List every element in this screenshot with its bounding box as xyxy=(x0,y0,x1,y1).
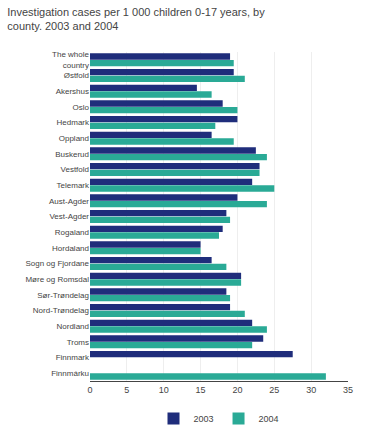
svg-text:Nordland: Nordland xyxy=(57,322,89,331)
svg-text:Oslo: Oslo xyxy=(73,103,90,112)
svg-text:Sogn og Fjordane: Sogn og Fjordane xyxy=(25,259,89,268)
svg-text:Aust-Agder: Aust-Agder xyxy=(49,197,89,206)
svg-text:Østfold: Østfold xyxy=(64,71,89,80)
svg-text:Sør-Trøndelag: Sør-Trøndelag xyxy=(37,291,89,300)
svg-text:Telemark: Telemark xyxy=(57,181,90,190)
svg-text:Oppland: Oppland xyxy=(59,134,89,143)
svg-text:2003: 2003 xyxy=(194,414,214,424)
svg-text:35: 35 xyxy=(343,385,353,395)
svg-text:Vestfold: Vestfold xyxy=(61,165,89,174)
svg-text:Finnmark: Finnmark xyxy=(56,353,90,362)
svg-text:The wholecountry: The wholecountry xyxy=(52,50,89,69)
svg-text:Hedmark: Hedmark xyxy=(57,118,90,127)
svg-text:30: 30 xyxy=(306,385,316,395)
svg-text:Investigation cases per 1 000: Investigation cases per 1 000 children 0… xyxy=(7,6,265,32)
svg-text:Hordaland: Hordaland xyxy=(52,244,89,253)
svg-text:Akershus: Akershus xyxy=(56,87,89,96)
svg-text:Rogaland: Rogaland xyxy=(55,228,89,237)
svg-text:5: 5 xyxy=(124,385,129,395)
svg-text:Buskerud: Buskerud xyxy=(55,150,89,159)
svg-text:Vest-Agder: Vest-Agder xyxy=(49,212,89,221)
svg-text:Troms: Troms xyxy=(67,338,89,347)
svg-text:20: 20 xyxy=(232,385,242,395)
svg-text:25: 25 xyxy=(269,385,279,395)
svg-text:10: 10 xyxy=(159,385,169,395)
svg-text:15: 15 xyxy=(196,385,206,395)
svg-text:Finnmárku: Finnmárku xyxy=(51,369,89,378)
svg-text:Nord-Trøndelag: Nord-Trøndelag xyxy=(33,306,89,315)
svg-text:0: 0 xyxy=(87,385,92,395)
svg-text:Møre og Romsdal: Møre og Romsdal xyxy=(25,275,89,284)
svg-text:2004: 2004 xyxy=(259,414,279,424)
